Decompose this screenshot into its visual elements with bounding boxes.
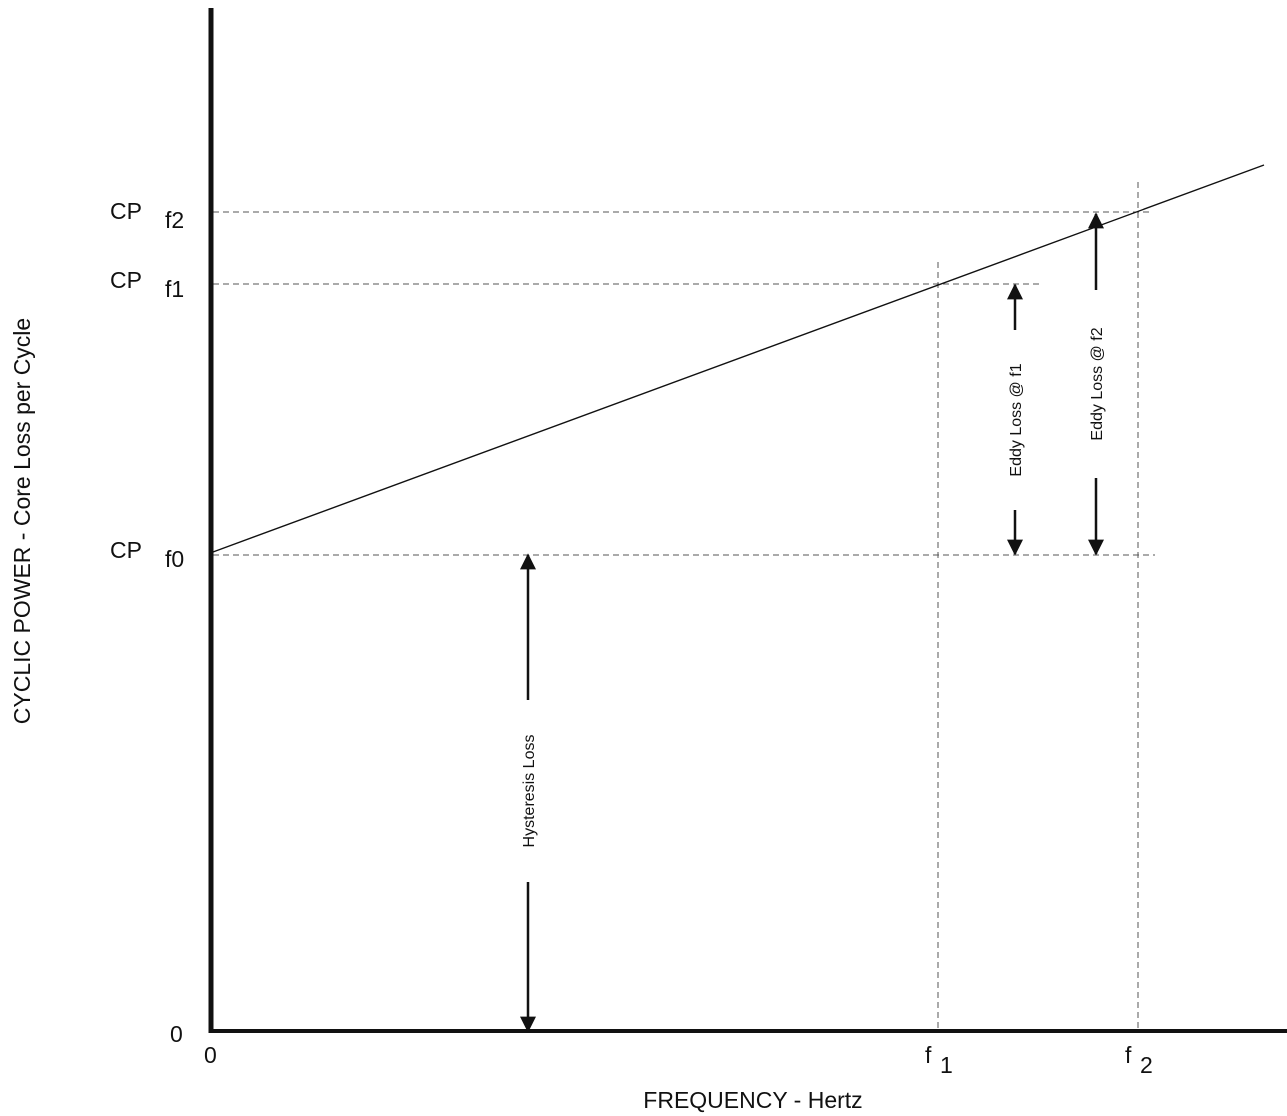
x-tick-label-0: 0: [204, 1042, 217, 1068]
y-tick-label-cp-f0: CP f0: [110, 537, 184, 572]
y-tick-main-cp-f1: CP: [110, 267, 142, 293]
y-tick-sub-cp-f1: f1: [165, 276, 184, 302]
eddy-loss-f1-label: Eddy Loss @ f1: [1008, 363, 1025, 476]
y-tick-sub-cp-f2: f2: [165, 207, 184, 233]
y-tick-label-cp-f1: CP f1: [110, 267, 184, 302]
core-loss-line: [212, 164, 1265, 553]
x-axis-title: FREQUENCY - Hertz: [643, 1087, 862, 1113]
x-tick-sub-f2: 2: [1140, 1052, 1153, 1078]
x-tick-main-f2: f: [1125, 1042, 1132, 1068]
y-tick-label-cp-f2: CP f2: [110, 198, 184, 233]
x-tick-sub-f1: 1: [940, 1052, 953, 1078]
hysteresis-loss-label: Hysteresis Loss: [521, 735, 538, 848]
y-tick-label-0: 0: [170, 1021, 183, 1047]
y-tick-main-cp-f2: CP: [110, 198, 142, 224]
eddy-loss-f2-label: Eddy Loss @ f2: [1089, 327, 1106, 440]
x-tick-main-f1: f: [925, 1042, 932, 1068]
y-tick-sub-cp-f0: f0: [165, 546, 184, 572]
y-axis-title: CYCLIC POWER - Core Loss per Cycle: [9, 318, 35, 724]
y-tick-main-cp-f0: CP: [110, 537, 142, 563]
